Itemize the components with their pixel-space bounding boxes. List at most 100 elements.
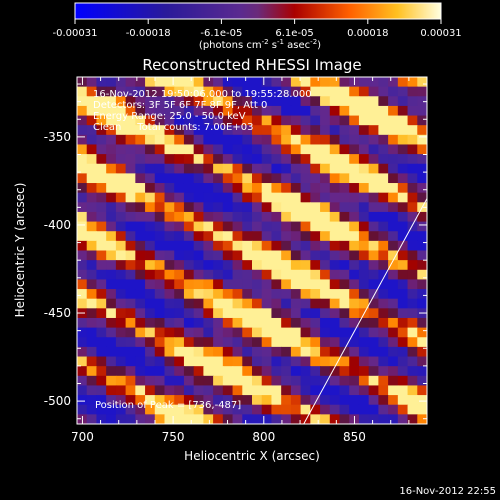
- heatmap-cell: [388, 192, 399, 203]
- heatmap-cell: [174, 134, 185, 146]
- heatmap-cell: [271, 202, 282, 213]
- heatmap-cell: [349, 346, 360, 358]
- heatmap-cell: [125, 395, 136, 406]
- heatmap-cell: [222, 115, 234, 126]
- heatmap-cell: [368, 192, 379, 203]
- heatmap-cell: [125, 77, 136, 88]
- heatmap-cell: [232, 395, 243, 406]
- heatmap-cell: [320, 269, 331, 281]
- heatmap-cell: [261, 337, 273, 348]
- heatmap-cell: [86, 298, 98, 309]
- heatmap-cell: [183, 395, 195, 406]
- heatmap-cell: [77, 279, 88, 290]
- heatmap-cell: [164, 279, 175, 290]
- heatmap-cell: [213, 144, 224, 155]
- heatmap-cell: [349, 192, 360, 203]
- heatmap-cell: [135, 154, 146, 165]
- heatmap-cell: [164, 366, 175, 377]
- heatmap-cell: [86, 327, 98, 338]
- heatmap-cell: [115, 404, 127, 415]
- heatmap-cell: [252, 327, 263, 338]
- heatmap-cell: [417, 125, 427, 136]
- heatmap-cell: [261, 250, 273, 261]
- heatmap-cell: [252, 77, 263, 88]
- heatmap-cell: [339, 231, 350, 242]
- heatmap-cell: [213, 202, 224, 213]
- heatmap-cell: [125, 337, 136, 348]
- heatmap-cell: [368, 240, 379, 252]
- heatmap-cell: [135, 366, 146, 377]
- heatmap-cell: [222, 125, 234, 136]
- heatmap-cell: [242, 192, 253, 203]
- heatmap-cell: [232, 96, 243, 107]
- heatmap-cell: [271, 183, 282, 194]
- heatmap-cell: [271, 298, 282, 309]
- heatmap-cell: [368, 163, 379, 174]
- heatmap-cell: [232, 366, 243, 377]
- heatmap-cell: [349, 327, 360, 338]
- heatmap-cell: [203, 346, 214, 358]
- heatmap-cell: [271, 211, 282, 223]
- heatmap-cell: [106, 77, 117, 88]
- heatmap-cell: [388, 298, 399, 309]
- peak-position-label: Position of Peak = [736,-487]: [95, 400, 241, 411]
- heatmap-cell: [213, 231, 224, 242]
- heatmap-cell: [232, 173, 243, 184]
- heatmap-cell: [183, 144, 195, 155]
- heatmap-cell: [145, 250, 156, 261]
- heatmap-cell: [96, 327, 107, 338]
- heatmap-cell: [378, 269, 389, 281]
- heatmap-cell: [193, 96, 204, 107]
- heatmap-cell: [106, 231, 117, 242]
- heatmap-cell: [290, 173, 302, 184]
- heatmap-cell: [164, 250, 175, 261]
- heatmap-cell: [407, 231, 418, 242]
- heatmap-cell: [329, 211, 341, 223]
- heatmap-cell: [339, 317, 350, 329]
- heatmap-cell: [417, 154, 427, 165]
- heatmap-cell: [222, 183, 234, 194]
- heatmap-cell: [368, 404, 379, 415]
- heatmap-cell: [135, 289, 146, 300]
- heatmap-cell: [145, 289, 156, 300]
- heatmap-cell: [310, 346, 321, 358]
- heatmap-cell: [77, 356, 88, 367]
- heatmap-cell: [86, 221, 98, 232]
- heatmap-cell: [261, 77, 273, 88]
- heatmap-cell: [86, 183, 98, 194]
- heatmap-cell: [281, 404, 292, 415]
- heatmap-cell: [300, 96, 311, 107]
- heatmap-cell: [183, 221, 195, 232]
- heatmap-cell: [407, 163, 418, 174]
- heatmap-cell: [242, 211, 253, 223]
- heatmap-cell: [96, 221, 107, 232]
- heatmap-cell: [203, 173, 214, 184]
- heatmap-cell: [86, 163, 98, 174]
- heatmap-cell: [271, 96, 282, 107]
- heatmap-cell: [106, 346, 117, 358]
- heatmap-cell: [193, 395, 204, 406]
- heatmap-cell: [174, 221, 185, 232]
- heatmap-cell: [261, 202, 273, 213]
- plot-frame: [76, 76, 428, 425]
- heatmap-cell: [281, 308, 292, 319]
- heatmap-cell: [242, 289, 253, 300]
- heatmap-cell: [125, 279, 136, 290]
- heatmap-cell: [310, 395, 321, 406]
- heatmap-cell: [174, 125, 185, 136]
- heatmap-cell: [300, 317, 311, 329]
- heatmap-cell: [242, 202, 253, 213]
- heatmap-cell: [358, 260, 370, 271]
- heatmap-cell: [232, 356, 243, 367]
- heatmap-cell: [290, 375, 302, 387]
- heatmap-cell: [232, 289, 243, 300]
- heatmap-cell: [300, 173, 311, 184]
- heatmap-cell: [115, 125, 127, 136]
- x-tick-label: 750: [162, 430, 185, 444]
- heatmap-cell: [115, 250, 127, 261]
- heatmap-cell: [397, 260, 409, 271]
- heatmap-cell: [183, 414, 195, 424]
- heatmap-cell: [203, 395, 214, 406]
- heatmap-cell: [174, 231, 185, 242]
- heatmap-cell: [310, 289, 321, 300]
